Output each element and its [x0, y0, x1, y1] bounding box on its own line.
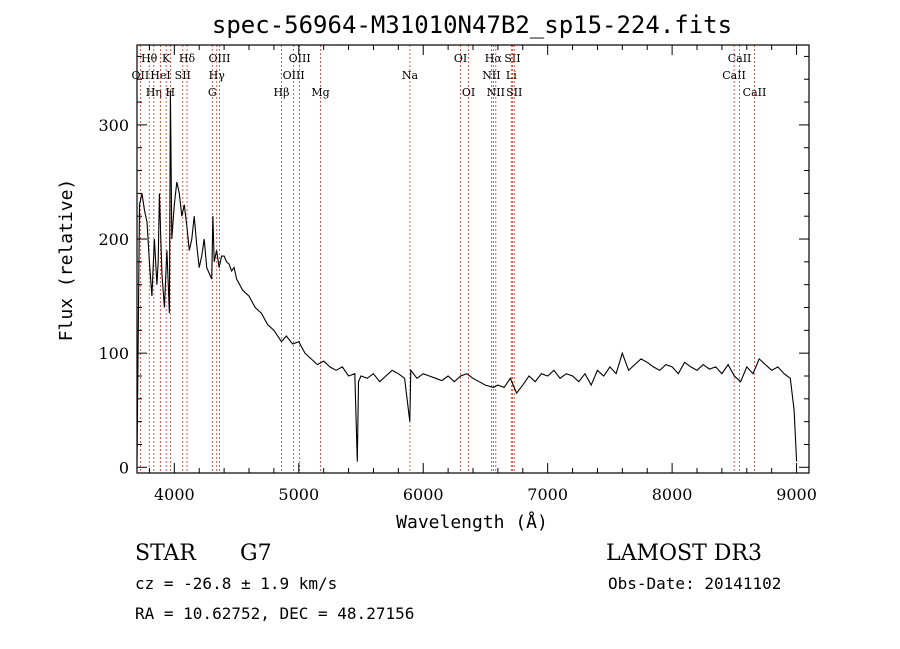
spectral-line-label: OI — [454, 52, 467, 65]
spectral-line-label: Hγ — [209, 69, 226, 82]
spectral-line-label: SII — [504, 52, 520, 65]
spectral-line-label: Na — [402, 69, 419, 82]
spectral-line-label: Hθ — [141, 52, 158, 65]
spectral-line-label: Hβ — [274, 86, 290, 99]
y-tick-label: 200 — [98, 230, 129, 249]
spectral-line-label: CaII — [743, 86, 767, 99]
spectral-line-label: NII — [482, 69, 500, 82]
observation-date: Obs-Date: 20141102 — [608, 574, 781, 593]
y-tick-label: 300 — [98, 116, 129, 135]
spectral-line-label: K — [162, 52, 171, 65]
spectral-line-label: Li — [506, 69, 517, 82]
y-axis-label: Flux (relative) — [56, 179, 77, 342]
x-axis: 4000 5000 6000 7000 8000 9000 — [148, 45, 817, 504]
x-tick-label: 8000 — [652, 485, 693, 504]
spectral-line-label: OIII — [289, 52, 311, 65]
redshift-velocity: cz = -26.8 ± 1.9 km/s — [135, 574, 337, 593]
spectral-line-label: OIII — [283, 69, 305, 82]
x-tick-label: 9000 — [776, 485, 817, 504]
coordinates: RA = 10.62752, DEC = 48.27156 — [135, 604, 414, 623]
x-tick-label: 7000 — [527, 485, 568, 504]
x-tick-label: 6000 — [403, 485, 444, 504]
x-tick-label: 4000 — [154, 485, 195, 504]
spectrum-series-line — [136, 90, 798, 462]
spectral-line-label: Hη — [146, 86, 162, 99]
spectral-line-label: SII — [506, 86, 522, 99]
spectral-line-label: G — [208, 86, 217, 99]
spectral-line-markers: OIIHθHηHeIKHSIIHδGHγOIIIHβOIIIOIIIMgNaOI… — [132, 45, 767, 473]
spectral-line-label: NII — [487, 86, 505, 99]
spectral-line-label: SII — [175, 69, 191, 82]
spectral-line-label: OII — [132, 69, 150, 82]
x-axis-label: Wavelength (Å) — [396, 511, 548, 533]
spectral-line-label: Hα — [485, 52, 503, 65]
plot-frame — [136, 44, 810, 474]
chart-title: spec-56964-M31010N47B2_sp15-224.fits — [212, 11, 732, 39]
object-class: STAR — [135, 541, 197, 566]
spectral-line-label: OI — [462, 86, 475, 99]
y-tick-label: 0 — [119, 458, 129, 477]
spectral-line-label: CaII — [722, 69, 746, 82]
y-tick-label: 100 — [98, 344, 129, 363]
spectral-line-label: Mg — [311, 86, 329, 99]
y-axis: 0 100 200 300 — [98, 55, 809, 477]
object-subclass: G7 — [240, 541, 272, 566]
x-tick-label: 5000 — [278, 485, 319, 504]
survey-name: LAMOST DR3 — [606, 541, 762, 566]
spectral-line-label: HeI — [150, 69, 170, 82]
spectral-line-label: Hδ — [179, 52, 196, 65]
spectral-line-label: CaII — [728, 52, 752, 65]
spectral-line-label: OIII — [208, 52, 230, 65]
